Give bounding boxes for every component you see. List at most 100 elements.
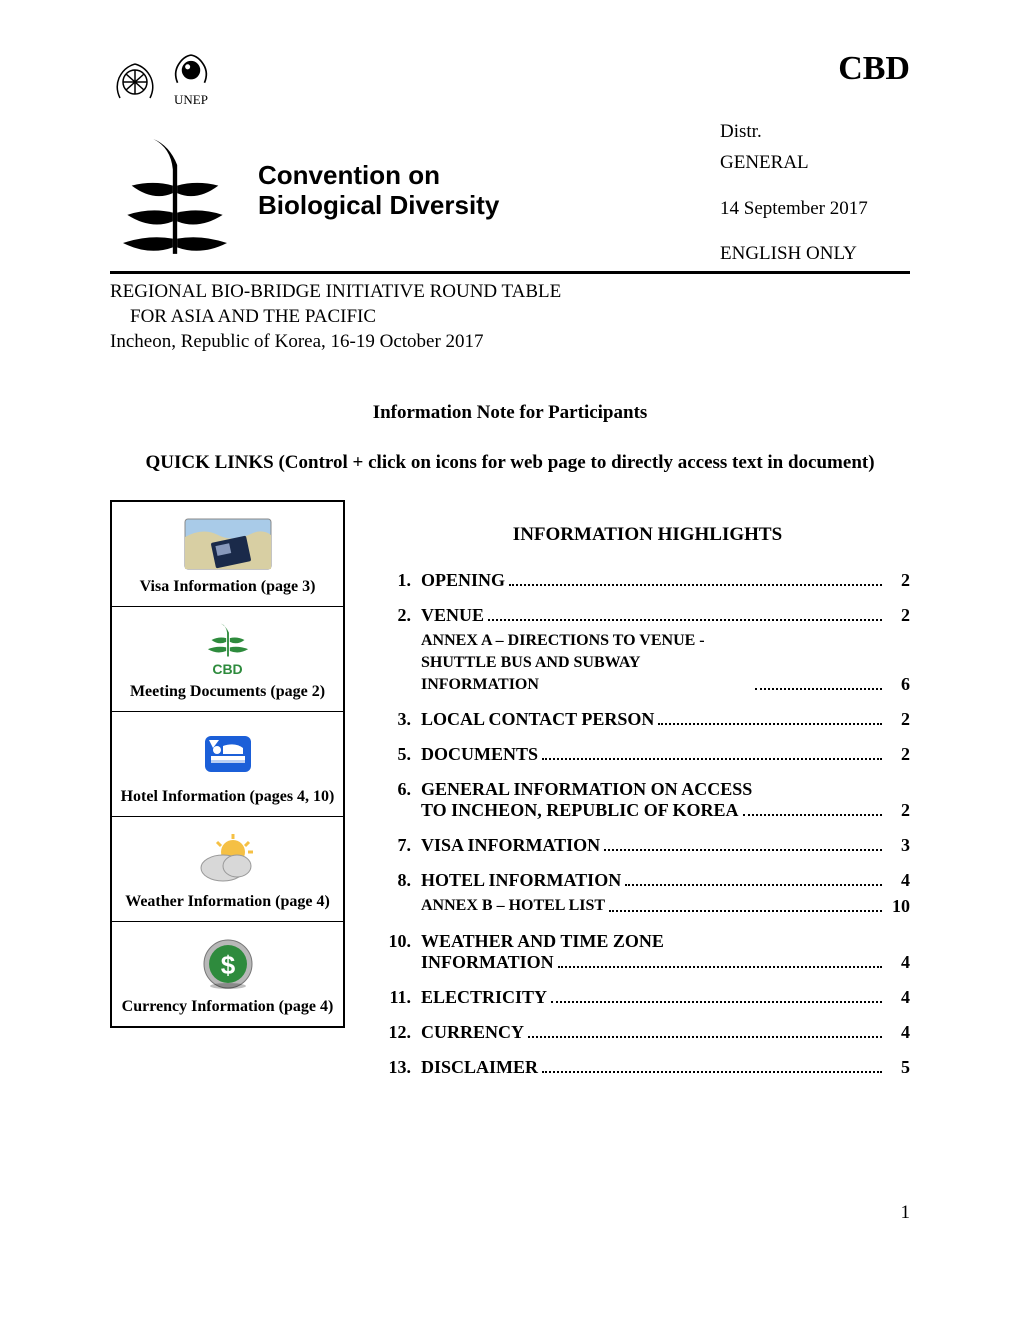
- quicklink-currency[interactable]: $ Currency Information (page 4): [112, 922, 343, 1026]
- meeting-line1: REGIONAL BIO-BRIDGE INITIATIVE ROUND TAB…: [110, 280, 910, 305]
- toc-subentry[interactable]: ANNEX B – HOTEL LIST10: [385, 895, 910, 917]
- toc-entry[interactable]: 1.OPENING2: [385, 570, 910, 591]
- toc-leader: [509, 584, 882, 586]
- toc-entry[interactable]: 7.VISA INFORMATION 3: [385, 835, 910, 856]
- toc-number: 13.: [385, 1057, 421, 1078]
- toc-number: 12.: [385, 1022, 421, 1043]
- toc-entry[interactable]: 6.GENERAL INFORMATION ON ACCESSTO INCHEO…: [385, 779, 910, 821]
- toc-page: 2: [886, 605, 910, 626]
- toc-leader: [755, 688, 882, 690]
- svg-text:$: $: [220, 950, 235, 980]
- toc-page: 2: [886, 570, 910, 591]
- quicklink-visa[interactable]: Visa Information (page 3): [112, 502, 343, 607]
- header-top: UNEP CBD: [110, 50, 910, 108]
- toc-leader: [488, 619, 882, 621]
- toc-leader: [604, 849, 882, 851]
- toc-number: 10.: [385, 931, 421, 952]
- toc-label: HOTEL INFORMATION: [421, 870, 621, 891]
- toc-sublabel: ANNEX B – HOTEL LIST: [421, 895, 605, 917]
- toc-entry[interactable]: 5.DOCUMENTS 2: [385, 744, 910, 765]
- toc-label: VENUE: [421, 605, 484, 626]
- toc-page: 5: [886, 1057, 910, 1078]
- quicklink-documents[interactable]: CBD Meeting Documents (page 2): [112, 607, 343, 712]
- highlights-block: INFORMATION HIGHLIGHTS 1.OPENING2 2.VENUE…: [385, 500, 910, 1091]
- quicklink-hotel[interactable]: Hotel Information (pages 4, 10): [112, 712, 343, 817]
- info-note-title: Information Note for Participants: [110, 402, 910, 424]
- toc-page: 4: [886, 1022, 910, 1043]
- toc-number: 5.: [385, 744, 421, 765]
- un-logo-icon: [110, 58, 160, 108]
- quicklink-label: Visa Information (page 3): [118, 578, 337, 596]
- toc-page: 2: [886, 744, 910, 765]
- quicklinks-box: Visa Information (page 3) CBD Meeting Do…: [110, 500, 345, 1028]
- unep-label: UNEP: [174, 92, 208, 108]
- toc-sublabel: ANNEX A – DIRECTIONS TO VENUE - SHUTTLE …: [421, 630, 751, 695]
- toc-leader: [528, 1036, 882, 1038]
- highlights-title: INFORMATION HIGHLIGHTS: [385, 524, 910, 546]
- toc-number: 8.: [385, 870, 421, 891]
- toc-leader: [542, 1071, 882, 1073]
- cbd-small-icon: CBD: [118, 619, 337, 679]
- doc-language: ENGLISH ONLY: [720, 238, 902, 269]
- convention-line2: Biological Diversity: [258, 191, 499, 221]
- header-banner: Convention on Biological Diversity Distr…: [110, 112, 910, 274]
- toc-leader: [743, 814, 882, 816]
- toc-label: ELECTRICITY: [421, 987, 547, 1008]
- visa-icon: [118, 514, 337, 574]
- quicklink-label: Weather Information (page 4): [118, 893, 337, 911]
- toc-leader: [658, 723, 882, 725]
- toc-label: VISA INFORMATION: [421, 835, 600, 856]
- doc-date: 14 September 2017: [720, 193, 902, 224]
- toc-page: 2: [886, 709, 910, 730]
- toc-entry[interactable]: 8.HOTEL INFORMATION 4: [385, 870, 910, 891]
- toc-number: 1.: [385, 570, 421, 591]
- toc-page: 4: [886, 952, 910, 973]
- quick-links-title: QUICK LINKS (Control + click on icons fo…: [110, 452, 910, 474]
- toc-page: 4: [886, 870, 910, 891]
- toc-label: DOCUMENTS: [421, 744, 538, 765]
- cbd-acronym: CBD: [838, 50, 910, 88]
- toc-leader: [558, 966, 882, 968]
- toc-label: INFORMATION: [421, 952, 554, 973]
- convention-title: Convention on Biological Diversity: [258, 161, 499, 221]
- toc-label: TO INCHEON, REPUBLIC OF KOREA: [421, 800, 739, 821]
- toc-label: DISCLAIMER: [421, 1057, 538, 1078]
- toc-number: 7.: [385, 835, 421, 856]
- toc-leader: [542, 758, 882, 760]
- toc-number: 11.: [385, 987, 421, 1008]
- unep-logo-icon: [170, 50, 212, 92]
- quicklink-label: Meeting Documents (page 2): [118, 683, 337, 701]
- toc-label: WEATHER AND TIME ZONE: [421, 931, 664, 952]
- meeting-line2: FOR ASIA AND THE PACIFIC: [110, 305, 910, 330]
- toc-entry[interactable]: 12.CURRENCY 4: [385, 1022, 910, 1043]
- quicklink-weather[interactable]: Weather Information (page 4): [112, 817, 343, 922]
- toc-entry[interactable]: 13.DISCLAIMER 5: [385, 1057, 910, 1078]
- distribution-block: Distr. GENERAL 14 September 2017 ENGLISH…: [720, 112, 910, 269]
- currency-icon: $: [118, 934, 337, 994]
- toc-leader: [625, 884, 882, 886]
- logo-cluster: UNEP: [110, 50, 212, 108]
- convention-line1: Convention on: [258, 161, 499, 191]
- toc-page: 6: [886, 674, 910, 695]
- toc-entry[interactable]: 2.VENUE 2: [385, 605, 910, 626]
- toc-entry[interactable]: 11.ELECTRICITY4: [385, 987, 910, 1008]
- cbd-icon-text: CBD: [212, 661, 242, 677]
- toc-page: 3: [886, 835, 910, 856]
- toc-leader: [551, 1001, 882, 1003]
- quicklink-label: Hotel Information (pages 4, 10): [118, 788, 337, 806]
- toc-number: 2.: [385, 605, 421, 626]
- toc-entry[interactable]: 10.WEATHER AND TIME ZONEINFORMATION 4: [385, 931, 910, 973]
- toc-page: 2: [886, 800, 910, 821]
- page-number: 1: [110, 1202, 910, 1224]
- toc-subentry[interactable]: ANNEX A – DIRECTIONS TO VENUE - SHUTTLE …: [385, 630, 910, 695]
- toc-entry[interactable]: 3.LOCAL CONTACT PERSON 2: [385, 709, 910, 730]
- convention-logo-block: Convention on Biological Diversity: [110, 126, 720, 256]
- toc-number: 3.: [385, 709, 421, 730]
- meeting-line3: Incheon, Republic of Korea, 16-19 Octobe…: [110, 330, 910, 355]
- cbd-plant-icon: [110, 126, 240, 256]
- unep-logo-block: UNEP: [170, 50, 212, 108]
- toc-label: LOCAL CONTACT PERSON: [421, 709, 654, 730]
- toc-leader: [609, 910, 882, 912]
- toc-label: CURRENCY: [421, 1022, 524, 1043]
- distr-label: Distr.: [720, 116, 902, 147]
